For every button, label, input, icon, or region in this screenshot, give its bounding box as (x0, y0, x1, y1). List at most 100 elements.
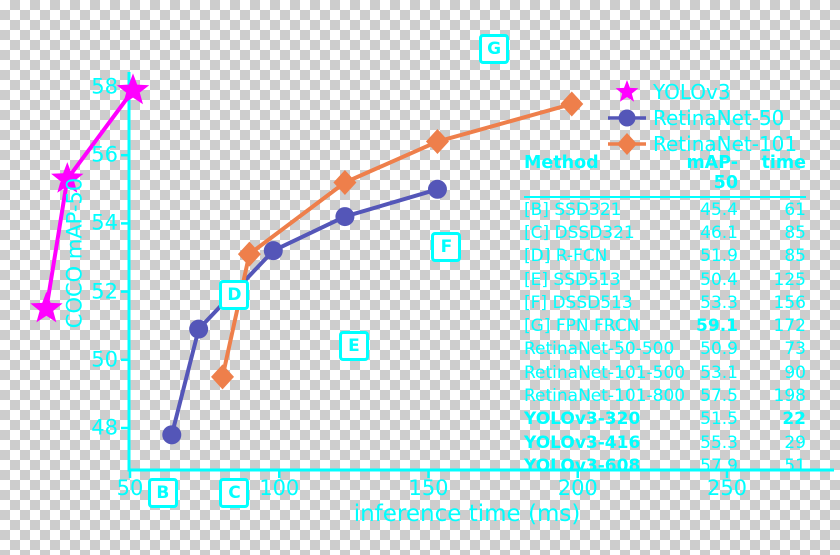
annotation-box-D: D (219, 280, 250, 310)
circle-marker-retinanet-50 (427, 179, 447, 199)
table-row: YOLOv3-320 51.5 22 (524, 408, 806, 431)
cell-method: [D] R-FCN (524, 246, 608, 267)
annotation-box-G: G (479, 34, 510, 65)
cell-time: 172 (773, 316, 806, 337)
cell-time: 22 (782, 409, 806, 430)
table-row: [G] FPN FRCN 59.1 172 (524, 314, 806, 337)
table-row: RetinaNet-101-800 57.5 198 (524, 384, 806, 407)
table-header-map50: mAP-50 (686, 153, 738, 193)
table-body: [B] SSD321 45.4 61 [C] DSSD321 46.1 85 [D] R-F… (524, 198, 806, 478)
y-tick-label-52: 52 (91, 279, 118, 304)
cell-map50: 59.1 (696, 316, 738, 337)
table-row: YOLOv3-416 55.3 29 (524, 431, 806, 454)
table-header: Method mAP-50 time (524, 153, 806, 198)
circle-marker-retinanet-50 (335, 207, 355, 227)
table-row: YOLOv3-608 57.9 51 (524, 454, 806, 477)
circle-marker-retinanet-50 (189, 319, 209, 339)
cell-time: 156 (773, 292, 806, 313)
annotation-box-C: C (219, 477, 250, 508)
star-marker-yolov3 (30, 291, 63, 323)
annotation-box-B: B (147, 477, 178, 508)
legend-label: RetinaNet-50 (653, 106, 785, 130)
table-row: RetinaNet-101-500 53.1 90 (524, 361, 806, 384)
cell-method: [G] FPN FRCN (524, 316, 640, 337)
cell-time: 51 (784, 455, 806, 476)
cell-map50: 55.3 (700, 432, 738, 453)
legend-item-retinanet-101: RetinaNet-101 (604, 131, 797, 157)
table-header-method: Method (524, 153, 599, 173)
cell-method: [B] SSD321 (524, 199, 622, 220)
cell-time: 73 (784, 339, 806, 360)
chart-legend: YOLOv3 RetinaNet-50 RetinaNet-101 (604, 79, 797, 157)
cell-map50: 50.4 (700, 269, 738, 290)
cell-method: YOLOv3-320 (524, 409, 641, 430)
cell-time: 90 (784, 362, 806, 383)
table-row: [E] SSD513 50.4 125 (524, 268, 806, 291)
annotation-box-E: E (338, 331, 369, 362)
legend-item-yolov3: YOLOv3 (604, 79, 797, 105)
x-tick-label-50: 50 (116, 476, 144, 500)
cell-map50: 57.9 (700, 455, 738, 476)
circle-marker-retinanet-50 (263, 241, 283, 261)
cell-method: YOLOv3-608 (524, 455, 641, 476)
circle-marker-retinanet-50 (162, 425, 182, 445)
circle-icon (608, 109, 646, 127)
results-table: Method mAP-50 time [B] SSD321 45.4 61 [C] D… (524, 153, 806, 478)
x-tick-label-200: 200 (557, 476, 598, 500)
table-header-time: time (761, 153, 806, 173)
y-tick-label-54: 54 (91, 210, 118, 235)
cell-map50: 53.1 (700, 362, 738, 383)
cell-time: 85 (784, 246, 806, 267)
cell-map50: 45.4 (700, 199, 738, 220)
cell-map50: 53.3 (700, 292, 738, 313)
diamond-marker-retinanet-101 (211, 364, 235, 390)
annotation-box-F: F (431, 232, 462, 263)
series-line-retinanet-101 (220, 102, 574, 379)
diamond-marker-retinanet-101 (333, 169, 357, 195)
cell-time: 198 (773, 386, 806, 407)
y-axis-title: COCO mAP-50 (62, 177, 87, 329)
y-tick-label-56: 56 (91, 142, 118, 167)
cell-time: 125 (773, 269, 806, 290)
series-line-yolov3 (44, 88, 135, 311)
x-axis-title: inference time (ms) (353, 501, 581, 527)
table-row: RetinaNet-50-500 50.9 73 (524, 338, 806, 361)
x-tick-label-150: 150 (408, 476, 449, 500)
cell-time: 85 (784, 222, 806, 243)
cell-map50: 50.9 (700, 339, 738, 360)
cell-time: 61 (784, 199, 806, 220)
cell-method: [E] SSD513 (524, 269, 621, 290)
star-marker-yolov3 (51, 162, 84, 193)
cell-method: RetinaNet-101-800 (524, 386, 686, 407)
series-line-retinanet-50 (169, 187, 440, 437)
x-tick-label-100: 100 (259, 476, 300, 500)
cell-method: [C] DSSD321 (524, 222, 635, 243)
table-row: [F] DSSD513 53.3 156 (524, 291, 806, 314)
diamond-marker-retinanet-101 (560, 91, 584, 117)
cell-method: YOLOv3-416 (524, 432, 641, 453)
cell-map50: 46.1 (700, 222, 738, 243)
diamond-marker-retinanet-101 (425, 129, 449, 155)
y-tick-label-50: 50 (91, 347, 118, 372)
star-icon (615, 80, 639, 102)
legend-circle-marker (618, 109, 636, 127)
y-tick-label-58: 58 (91, 74, 118, 99)
cell-method: RetinaNet-101-500 (524, 362, 686, 383)
table-row: [D] R-FCN 51.9 85 (524, 245, 806, 268)
cell-time: 29 (784, 432, 806, 453)
table-row: [B] SSD321 45.4 61 (524, 198, 806, 221)
star-marker-yolov3 (116, 73, 150, 105)
legend-diamond-marker (617, 133, 637, 155)
legend-item-retinanet-50: RetinaNet-50 (604, 105, 797, 131)
cell-method: [F] DSSD513 (524, 292, 633, 313)
diamond-marker-retinanet-101 (237, 241, 261, 267)
diamond-icon (608, 133, 646, 155)
table-row: [C] DSSD321 46.1 85 (524, 221, 806, 244)
legend-star-marker (615, 80, 639, 102)
cell-map50: 57.5 (700, 386, 738, 407)
cell-method: RetinaNet-50-500 (524, 339, 675, 360)
cell-map50: 51.5 (700, 409, 738, 430)
x-tick-label-250: 250 (706, 476, 748, 500)
